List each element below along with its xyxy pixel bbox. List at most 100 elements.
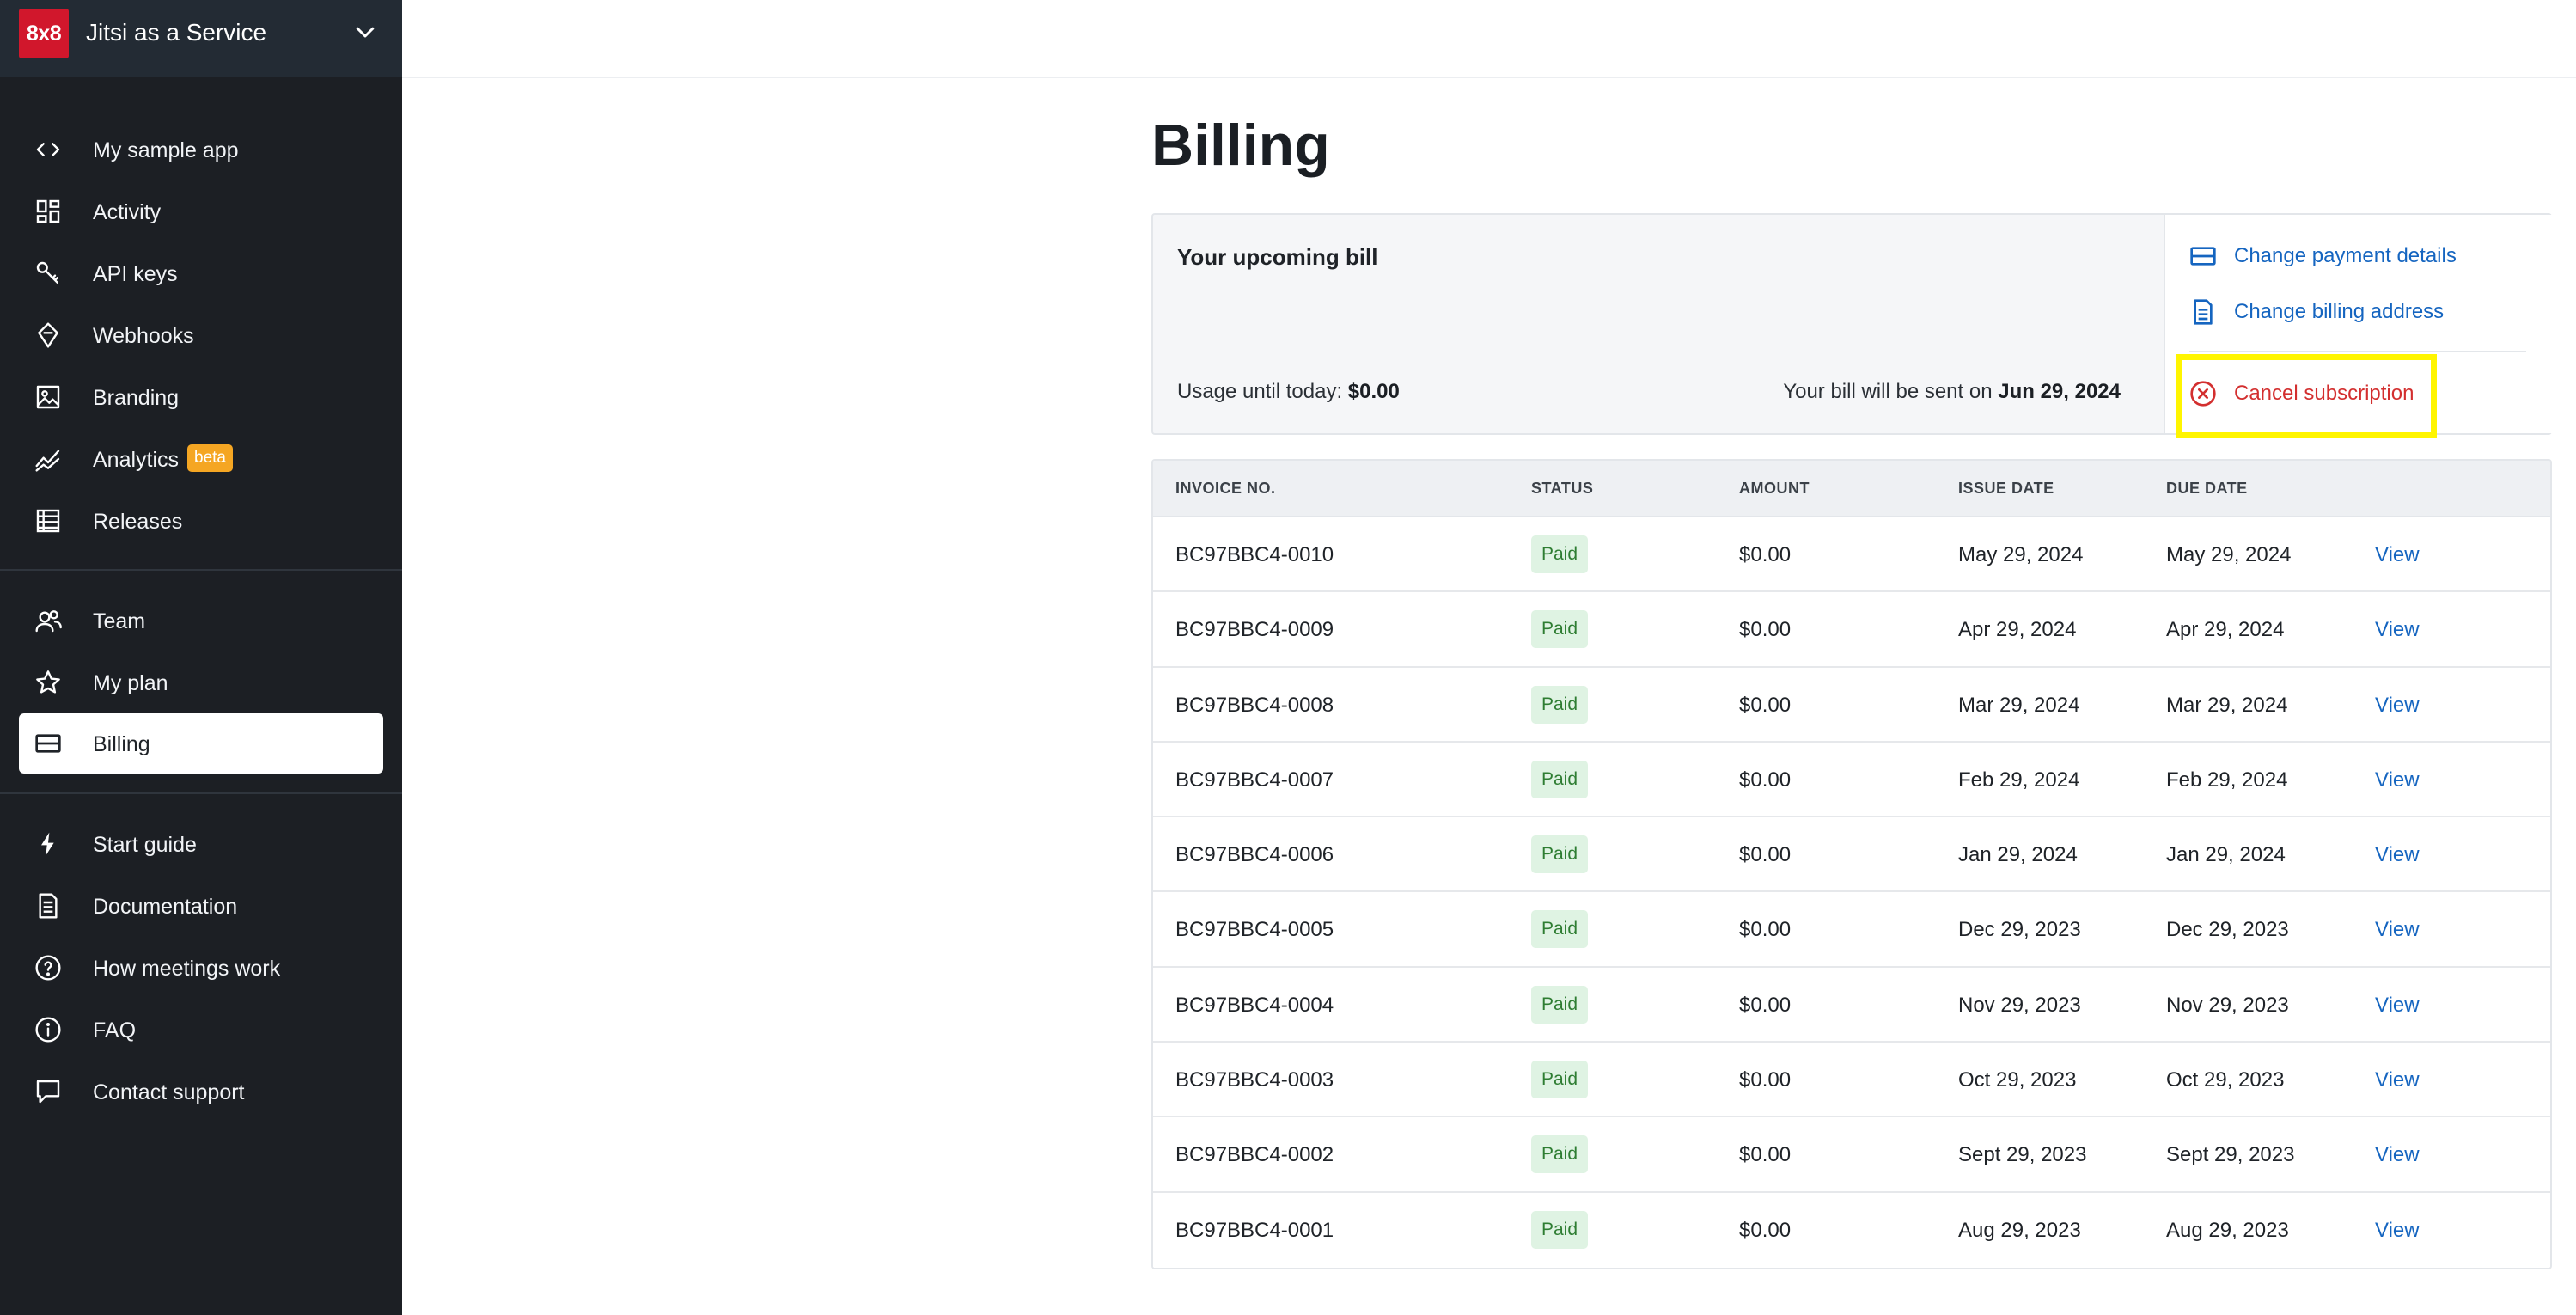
sidebar-item-my-plan[interactable]: My plan — [19, 652, 383, 713]
status-badge: Paid — [1531, 985, 1589, 1024]
invoice-amount: $0.00 — [1739, 693, 1792, 717]
issue-date: Apr 29, 2024 — [1958, 618, 2077, 642]
sidebar-item-webhooks[interactable]: Webhooks — [19, 305, 383, 365]
col-status: STATUS — [1531, 480, 1594, 497]
issue-date: Feb 29, 2024 — [1958, 768, 2080, 792]
due-date: Sept 29, 2023 — [2166, 1143, 2295, 1167]
workspace-name[interactable]: Jitsi as a Service — [86, 19, 267, 46]
sidebar-item-contact-support[interactable]: Contact support — [19, 1061, 383, 1122]
star-icon — [36, 670, 60, 694]
card-icon — [2190, 247, 2216, 266]
view-invoice-link[interactable]: View — [2375, 843, 2420, 867]
due-date: Apr 29, 2024 — [2166, 618, 2285, 642]
sent-label: Your bill will be sent on — [1783, 380, 1993, 403]
col-invoice-no: INVOICE NO. — [1175, 480, 1276, 497]
sidebar-item-api-keys[interactable]: API keys — [19, 243, 383, 303]
status-badge: Paid — [1531, 610, 1589, 649]
sidebar-item-how-meetings-work[interactable]: How meetings work — [19, 938, 383, 998]
change-billing-address-link[interactable]: Change billing address — [2189, 297, 2444, 327]
view-invoice-link[interactable]: View — [2375, 618, 2420, 642]
sidebar-item-branding[interactable]: Branding — [19, 367, 383, 427]
workspace-switcher[interactable]: 8x8 Jitsi as a Service — [0, 0, 402, 77]
cancel-subscription-label: Cancel subscription — [2234, 382, 2414, 405]
view-invoice-link[interactable]: View — [2375, 768, 2420, 792]
view-invoice-link[interactable]: View — [2375, 1143, 2420, 1167]
table-row: BC97BBC4-0002 Paid $0.00 Sept 29, 2023 Sept … — [1153, 1117, 2550, 1193]
help-icon — [35, 955, 61, 981]
col-amount: AMOUNT — [1739, 480, 1810, 497]
beta-badge: beta — [187, 444, 233, 472]
sidebar-divider — [0, 792, 402, 794]
chevron-down-icon[interactable] — [352, 19, 378, 45]
status-badge: Paid — [1531, 835, 1589, 874]
issue-date: Nov 29, 2023 — [1958, 993, 2081, 1017]
invoice-amount: $0.00 — [1739, 768, 1792, 792]
usage-summary: Usage until today: $0.00 — [1177, 380, 1400, 404]
sidebar-item-faq[interactable]: FAQ — [19, 1000, 383, 1060]
view-invoice-link[interactable]: View — [2375, 1218, 2420, 1242]
sidebar: 8x8 Jitsi as a Service My sample app Act… — [0, 0, 402, 1315]
sent-date: Jun 29, 2024 — [1998, 380, 2121, 403]
due-date: Feb 29, 2024 — [2166, 768, 2288, 792]
issue-date: Mar 29, 2024 — [1958, 693, 2080, 717]
sidebar-item-label: API keys — [93, 262, 178, 286]
upcoming-bill-title: Your upcoming bill — [1177, 244, 1378, 270]
invoices-table: INVOICE NO. STATUS AMOUNT ISSUE DATE DUE… — [1151, 459, 2552, 1269]
bill-send-date: Your bill will be sent on Jun 29, 2024 — [1783, 380, 2121, 404]
table-row: BC97BBC4-0003 Paid $0.00 Oct 29, 2023 Oct 29… — [1153, 1043, 2550, 1118]
sidebar-item-label: Contact support — [93, 1080, 245, 1104]
col-due-date: DUE DATE — [2166, 480, 2248, 497]
issue-date: Jan 29, 2024 — [1958, 843, 2078, 867]
invoice-number: BC97BBC4-0006 — [1175, 843, 1334, 867]
sidebar-item-billing[interactable]: Billing — [19, 713, 383, 774]
invoice-amount: $0.00 — [1739, 1068, 1792, 1092]
sidebar-item-label: Branding — [93, 386, 180, 410]
cancel-subscription-button[interactable]: Cancel subscription — [2189, 380, 2414, 407]
invoice-number: BC97BBC4-0002 — [1175, 1143, 1334, 1167]
sidebar-item-label: Releases — [93, 510, 183, 534]
sidebar-item-releases[interactable]: Releases — [19, 491, 383, 551]
invoice-number: BC97BBC4-0009 — [1175, 618, 1334, 642]
table-row: BC97BBC4-0008 Paid $0.00 Mar 29, 2024 Mar 29… — [1153, 667, 2550, 743]
actions-divider — [2189, 351, 2526, 352]
invoice-number: BC97BBC4-0004 — [1175, 993, 1334, 1017]
invoice-amount: $0.00 — [1739, 1143, 1792, 1167]
due-date: Jan 29, 2024 — [2166, 843, 2286, 867]
view-invoice-link[interactable]: View — [2375, 693, 2420, 717]
sidebar-item-activity[interactable]: Activity — [19, 181, 383, 242]
due-date: Nov 29, 2023 — [2166, 993, 2289, 1017]
upcoming-bill-card: Your upcoming bill Usage until today: $0… — [1151, 213, 2552, 438]
sidebar-item-team[interactable]: Team — [19, 590, 383, 651]
view-invoice-link[interactable]: View — [2375, 993, 2420, 1017]
view-invoice-link[interactable]: View — [2375, 543, 2420, 566]
sidebar-item-my-sample-app[interactable]: My sample app — [19, 119, 383, 180]
due-date: Oct 29, 2023 — [2166, 1068, 2285, 1092]
usage-value: $0.00 — [1347, 380, 1400, 403]
table-row: BC97BBC4-0004 Paid $0.00 Nov 29, 2023 Nov 29… — [1153, 967, 2550, 1043]
chat-icon — [36, 1080, 60, 1104]
col-issue-date: ISSUE DATE — [1958, 480, 2054, 497]
sidebar-item-label: My plan — [93, 671, 168, 695]
table-body: BC97BBC4-0010 Paid $0.00 May 29, 2024 May 29… — [1153, 517, 2550, 1268]
invoice-number: BC97BBC4-0007 — [1175, 768, 1334, 792]
table-row: BC97BBC4-0005 Paid $0.00 Dec 29, 2023 Dec 29… — [1153, 892, 2550, 968]
table-row: BC97BBC4-0010 Paid $0.00 May 29, 2024 May 29… — [1153, 517, 2550, 593]
issue-date: Sept 29, 2023 — [1958, 1143, 2087, 1167]
issue-date: Oct 29, 2023 — [1958, 1068, 2077, 1092]
sidebar-item-start-guide[interactable]: Start guide — [19, 814, 383, 874]
team-icon — [35, 610, 62, 633]
sidebar-item-label: Documentation — [93, 895, 238, 919]
change-payment-details-link[interactable]: Change payment details — [2189, 241, 2457, 272]
view-invoice-link[interactable]: View — [2375, 1068, 2420, 1092]
issue-date: May 29, 2024 — [1958, 543, 2084, 566]
invoice-amount: $0.00 — [1739, 543, 1792, 566]
status-badge: Paid — [1531, 760, 1589, 798]
view-invoice-link[interactable]: View — [2375, 918, 2420, 942]
sidebar-item-documentation[interactable]: Documentation — [19, 876, 383, 936]
invoice-amount: $0.00 — [1739, 618, 1792, 642]
invoice-number: BC97BBC4-0010 — [1175, 543, 1334, 566]
webhook-icon — [38, 322, 58, 348]
invoice-number: BC97BBC4-0001 — [1175, 1218, 1334, 1242]
sidebar-item-analytics[interactable]: Analytics beta — [19, 429, 383, 489]
table-header: INVOICE NO. STATUS AMOUNT ISSUE DATE DUE… — [1153, 461, 2550, 517]
